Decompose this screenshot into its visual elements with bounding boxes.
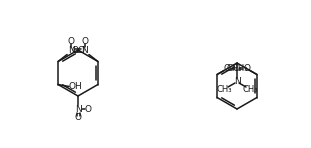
Text: O: O xyxy=(72,46,78,55)
Text: O: O xyxy=(244,64,250,73)
Text: O: O xyxy=(77,46,85,55)
Text: O: O xyxy=(224,64,230,73)
Text: N: N xyxy=(75,104,81,114)
Text: CH₃: CH₃ xyxy=(242,86,258,95)
Text: N: N xyxy=(81,46,88,55)
Text: CH₃: CH₃ xyxy=(216,86,232,95)
Text: CH₃: CH₃ xyxy=(226,64,242,73)
Text: O: O xyxy=(75,114,81,123)
Text: OH: OH xyxy=(68,82,82,91)
Text: O: O xyxy=(81,37,88,46)
Text: CH₃: CH₃ xyxy=(232,64,248,73)
Text: N: N xyxy=(234,77,240,86)
Text: O: O xyxy=(67,37,75,46)
Text: O: O xyxy=(85,104,91,114)
Text: N: N xyxy=(68,46,74,55)
